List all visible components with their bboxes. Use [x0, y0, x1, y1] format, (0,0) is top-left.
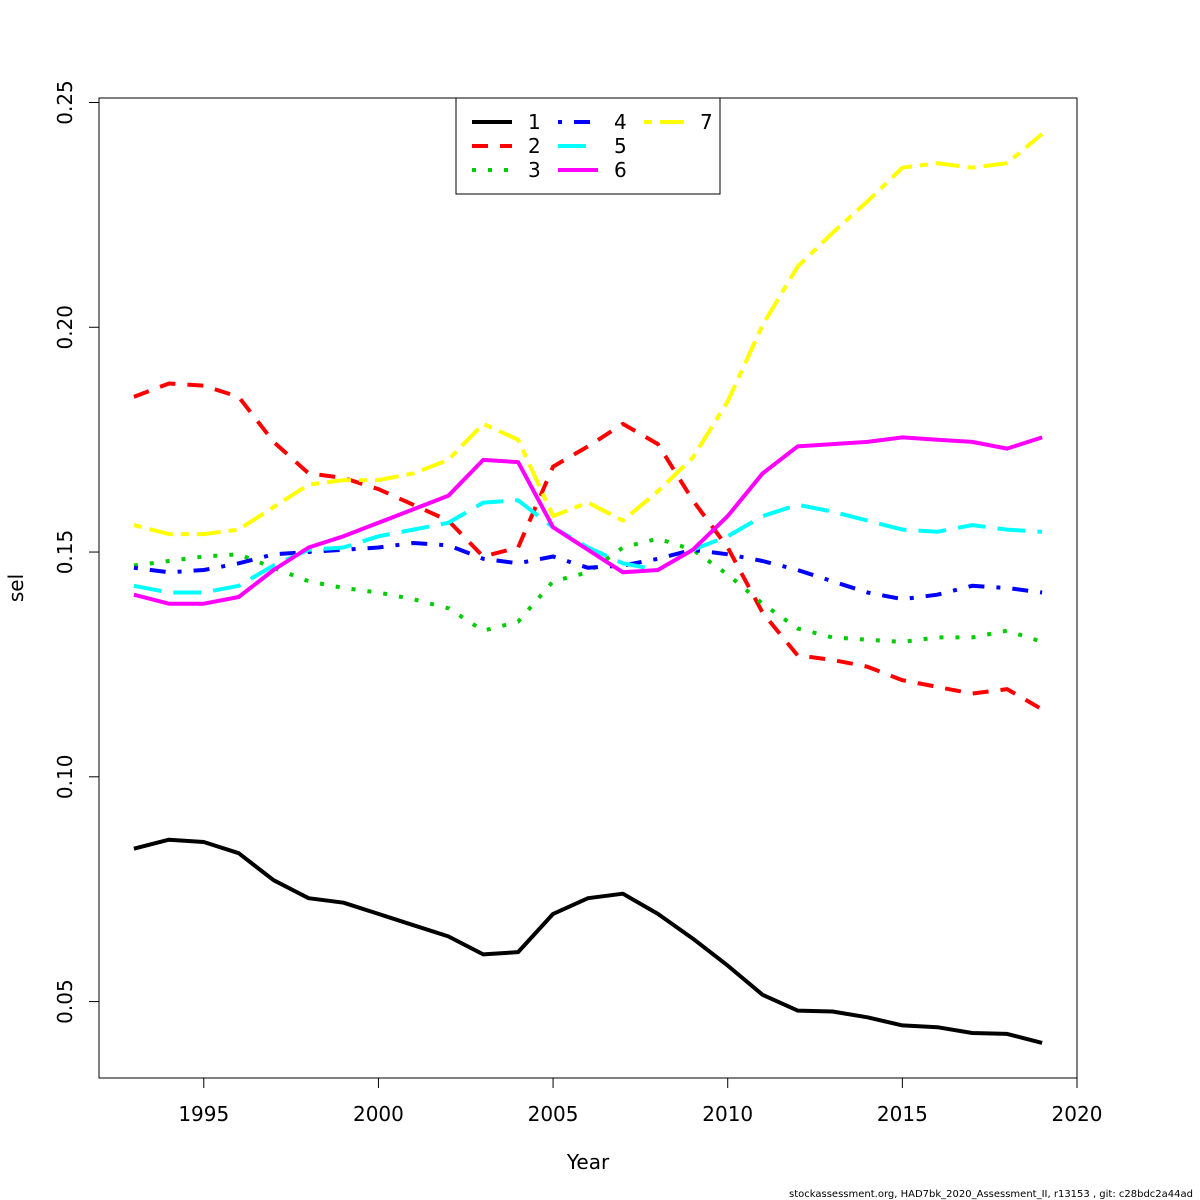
x-axis: 1995 2000 2005 2010 2015 2020	[178, 1077, 1103, 1126]
legend-label-4: 4	[614, 110, 627, 134]
series-line-1	[133, 837, 1043, 1045]
legend-label-3: 3	[528, 158, 541, 182]
series-layer	[133, 132, 1044, 1045]
footer-text: stockassessment.org, HAD7bk_2020_Assessm…	[789, 1189, 1193, 1200]
x-tick-label: 2015	[877, 1102, 928, 1126]
y-tick-label: 0.15	[53, 530, 77, 575]
series-line-4	[133, 541, 1043, 602]
plot-area-frame	[98, 97, 1078, 1079]
x-tick-label: 2010	[702, 1102, 753, 1126]
y-axis-title: sel	[4, 574, 28, 602]
legend: 123 456 7	[455, 97, 721, 195]
x-tick-label: 2000	[353, 1102, 404, 1126]
x-tick-label: 2005	[528, 1102, 579, 1126]
x-tick-label: 1995	[178, 1102, 229, 1126]
y-tick-label: 0.20	[53, 305, 77, 350]
legend-label-1: 1	[528, 110, 541, 134]
y-tick-label: 0.25	[53, 80, 77, 125]
legend-box	[455, 97, 721, 195]
legend-label-2: 2	[528, 134, 541, 158]
x-axis-title: Year	[566, 1150, 610, 1174]
legend-label-5: 5	[614, 134, 627, 158]
x-tick-label: 2020	[1052, 1102, 1103, 1126]
series-line-5	[133, 498, 1043, 595]
series-line-3	[133, 536, 1043, 644]
legend-label-7: 7	[700, 110, 713, 134]
legend-label-6: 6	[614, 158, 627, 182]
y-tick-label: 0.10	[53, 755, 77, 800]
series-line-6	[133, 435, 1043, 606]
y-axis: 0.05 0.10 0.15 0.20 0.25	[53, 80, 100, 1024]
series-line-7	[133, 132, 1044, 537]
y-tick-label: 0.05	[53, 979, 77, 1024]
series-line-2	[133, 381, 1044, 712]
